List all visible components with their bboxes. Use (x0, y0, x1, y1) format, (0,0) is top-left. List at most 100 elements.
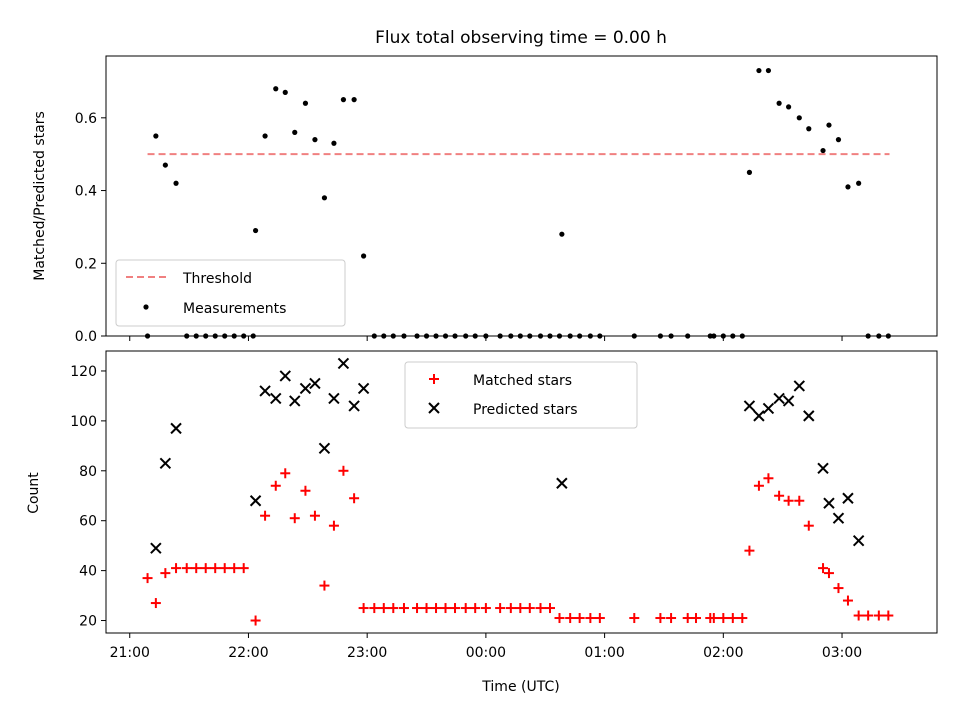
measurement-point (361, 253, 367, 259)
predicted-star-point (159, 457, 172, 470)
matched-star-point (470, 603, 481, 614)
measurement-point (173, 180, 179, 186)
bottom-legend: Matched stars Predicted stars (404, 361, 638, 429)
matched-star-point (412, 603, 423, 614)
matched-star-point (737, 613, 748, 624)
top-y-tick-label: 0.2 (75, 256, 97, 272)
matched-star-point (200, 563, 211, 574)
matched-star-point (544, 603, 555, 614)
predicted-star-point-b (170, 422, 182, 435)
matched-star-point (794, 495, 805, 506)
predicted-star-point (337, 357, 350, 370)
measurement-point (820, 147, 826, 154)
measurement-point (765, 67, 772, 74)
predicted-star-point-b (823, 497, 835, 509)
measurement-point (796, 115, 802, 121)
legend-matched-marker (429, 374, 439, 384)
top-plot-frame (105, 55, 938, 337)
matched-star-point (319, 580, 330, 591)
predicted-star-point-b (556, 477, 568, 489)
predicted-star-point (803, 410, 815, 422)
matched-star-point (803, 520, 814, 531)
matched-star-point (823, 568, 834, 579)
figure-title: Flux total observing time = 0.00 h (375, 28, 667, 48)
bottom-panel: 20 40 60 80 100 120 21:00 22:00 23:00 00:00 01:00… (26, 350, 938, 695)
matched-star-point (853, 610, 864, 621)
matched-star-point (181, 563, 192, 574)
matched-star-point (260, 510, 271, 521)
bottom-y-tick-label: 80 (79, 464, 97, 480)
matched-star-point (655, 613, 666, 624)
matched-star-point (210, 563, 221, 574)
bottom-y-tick-label: 100 (70, 414, 97, 430)
predicted-star-point (299, 382, 312, 395)
predicted-star-point (357, 382, 370, 395)
matched-star-point (744, 545, 755, 556)
bottom-y-tick-label: 40 (79, 564, 97, 580)
matched-star-point (691, 613, 702, 624)
matched-star-point (783, 495, 794, 506)
matched-star-point (818, 563, 829, 574)
measurement-point (292, 129, 298, 135)
matched-star-point (270, 480, 281, 491)
matched-star-point (431, 603, 442, 614)
measurement-point (312, 137, 318, 143)
predicted-star-point (743, 400, 756, 412)
matched-star-point (763, 473, 774, 484)
x-tick-label: 23:00 (347, 645, 387, 661)
predicted-star-point-b (328, 392, 340, 405)
predicted-star-point-b (159, 457, 172, 470)
matched-star-point (300, 485, 311, 496)
measurement-point (321, 195, 328, 201)
matched-star-point (460, 603, 471, 614)
matched-star-point (328, 520, 339, 531)
matched-star-point (524, 603, 535, 614)
measurement-point (302, 100, 309, 106)
matched-star-point (718, 613, 729, 624)
predicted-star-point-b (348, 400, 360, 412)
predicted-star-point-b (299, 382, 312, 395)
matched-star-point (378, 603, 389, 614)
matched-star-point (358, 603, 369, 614)
measurement-point (331, 140, 337, 146)
legend-matched-label: Matched stars (473, 373, 572, 389)
bottom-y-tick-label: 20 (79, 614, 97, 630)
measurement-point (162, 162, 168, 168)
measurement-point (756, 67, 762, 74)
matched-star-point (338, 465, 349, 476)
predicted-star-point (842, 492, 854, 504)
matched-star-point (585, 613, 596, 624)
predicted-star-point-b (842, 492, 854, 504)
matched-star-point (480, 603, 491, 614)
predicted-star-point-b (753, 410, 765, 422)
matched-star-point (349, 493, 360, 504)
matched-star-point (160, 568, 171, 579)
matched-star-point (388, 603, 399, 614)
measurement-point (282, 89, 288, 95)
top-y-tick-label: 0.4 (75, 184, 97, 200)
predicted-star-point (259, 385, 271, 397)
matched-star-point (833, 583, 844, 594)
matched-star-point (171, 563, 182, 574)
measurement-point (786, 104, 792, 110)
predicted-star-point (279, 370, 291, 382)
predicted-star-point (782, 395, 795, 407)
matched-star-point (250, 615, 261, 626)
matched-star-point (289, 513, 300, 524)
predicted-star-point-b (773, 392, 785, 405)
matched-star-point (515, 603, 526, 614)
matched-star-point (229, 563, 240, 574)
matched-star-point (574, 613, 585, 624)
matched-star-point (629, 613, 640, 624)
matched-star-point (774, 490, 785, 501)
bottom-legend-box (404, 361, 638, 429)
measurement-point (153, 133, 159, 139)
matched-star-point (495, 603, 506, 614)
matched-star-point (883, 610, 894, 621)
measurement-point (273, 86, 279, 92)
predicted-star-point-b (793, 380, 805, 392)
predicted-star-point-b (782, 395, 795, 407)
measurement-point (856, 180, 862, 186)
matched-star-point (369, 603, 380, 614)
